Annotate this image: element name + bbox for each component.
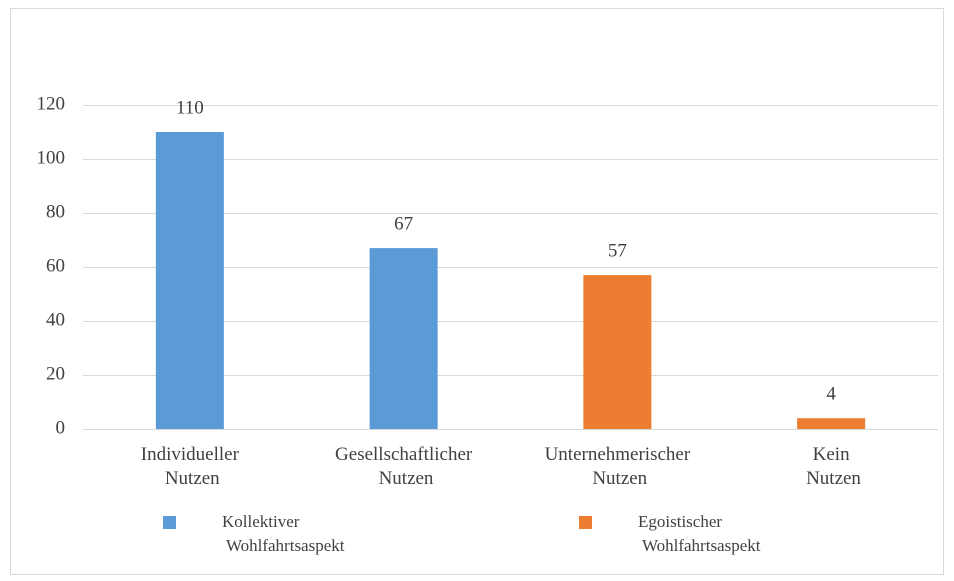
data-label: 57 [608,240,627,261]
chart-frame [10,8,944,575]
x-tick-label: Individueller Nutzen [141,444,240,489]
x-tick-label: Gesellschaftlicher Nutzen [335,444,473,489]
data-label: 4 [826,384,836,405]
y-tick-label: 80 [46,201,65,222]
data-label: 67 [394,213,413,234]
data-label: 110 [176,97,204,118]
bar [797,418,866,429]
y-tick-label: 0 [56,417,66,438]
legend-swatch [579,516,592,529]
y-tick-label: 120 [37,93,66,114]
x-tick-label: Kein Nutzen [801,444,861,489]
legend-swatch [163,516,176,529]
y-tick-label: 60 [46,255,65,276]
bar [583,275,652,429]
legend-label: Kollektiver Wohlfahrtsaspekt [222,512,345,555]
y-tick-label: 40 [46,309,65,330]
y-tick-label: 20 [46,363,65,384]
legend-label: Egoistischer Wohlfahrtsaspekt [638,512,761,555]
x-tick-label: Unternehmerischer Nutzen [545,444,691,489]
bar [369,248,438,429]
y-tick-label: 100 [37,147,66,168]
bar [155,132,224,429]
